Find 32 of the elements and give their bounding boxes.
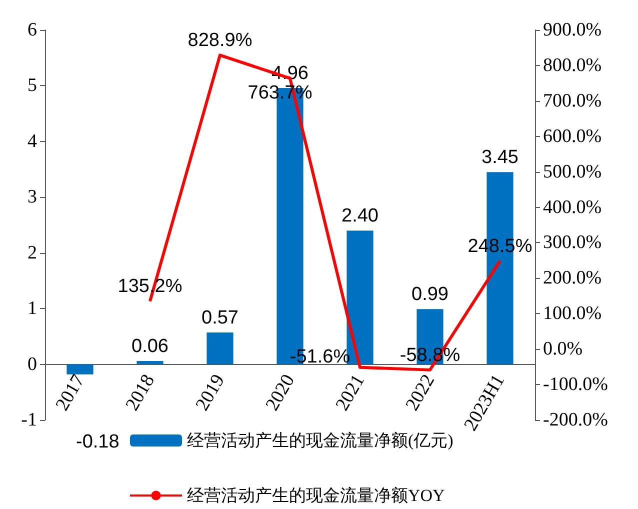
y-tick-label: 6 — [28, 20, 37, 40]
bar — [66, 364, 94, 374]
y-tick-label: -1 — [21, 410, 37, 430]
y-tick-label: 5 — [28, 75, 37, 96]
y2-tick-label: 800.0% — [543, 54, 602, 76]
y2-tick-label: -200.0% — [543, 410, 608, 430]
y2-tick-label: 900.0% — [543, 20, 602, 40]
y2-tick-label: 200.0% — [543, 268, 602, 289]
y-tick-label: 0 — [28, 354, 37, 375]
legend-label: 经营活动产生的现金流量净额YOY — [187, 486, 445, 505]
y-tick-label: 3 — [28, 186, 37, 208]
data-label: 0.57 — [202, 308, 238, 329]
bar — [136, 360, 164, 364]
data-label: 0.06 — [132, 336, 168, 357]
y2-tick-label: 0.0% — [543, 338, 583, 360]
data-label: -0.18 — [76, 431, 120, 452]
y2-tick-label: 600.0% — [543, 126, 602, 147]
y-tick-label: 2 — [28, 242, 37, 264]
y-tick-label: 1 — [28, 298, 37, 320]
bar — [206, 332, 234, 364]
data-label: 3.45 — [482, 147, 518, 168]
y2-tick-label: 500.0% — [543, 161, 602, 182]
y2-tick-label: 300.0% — [543, 232, 602, 254]
y2-tick-label: -100.0% — [543, 374, 608, 396]
y2-tick-label: 700.0% — [543, 90, 602, 112]
data-label: 2.40 — [342, 206, 378, 227]
y-tick-label: 4 — [28, 130, 38, 152]
y2-tick-label: 100.0% — [543, 303, 602, 324]
data-label: 0.99 — [412, 284, 448, 306]
y2-tick-label: 400.0% — [543, 196, 602, 218]
legend-label: 经营活动产生的现金流量净额(亿元) — [187, 431, 454, 450]
data-label: 828.9% — [188, 30, 252, 52]
